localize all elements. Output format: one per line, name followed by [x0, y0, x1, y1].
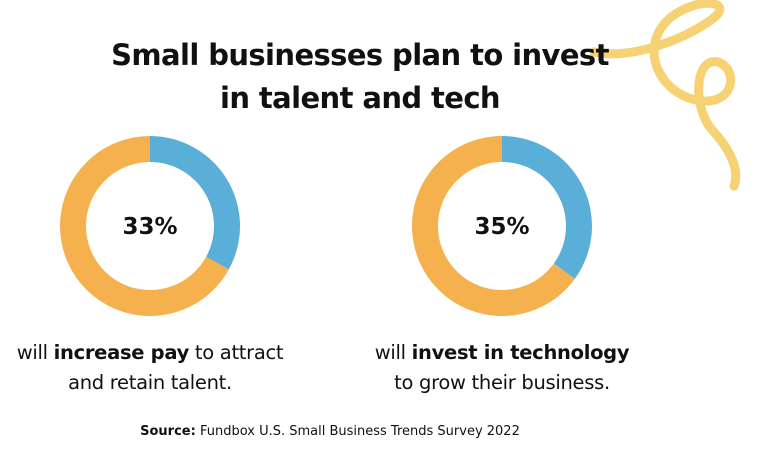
caption-line-2: to grow their business.: [394, 371, 610, 394]
donut-chart-pay: 33%: [60, 136, 240, 316]
decorative-swirl: [590, 0, 741, 191]
source-note: Source: Fundbox U.S. Small Business Tren…: [0, 424, 660, 439]
source-text: Fundbox U.S. Small Business Trends Surve…: [195, 424, 520, 439]
caption-line-1: will invest in technology: [352, 338, 652, 368]
caption-emphasis: invest in technology: [411, 341, 630, 364]
donut-chart-technology: 35%: [411, 136, 592, 316]
headline: Small businesses plan to invest in talen…: [40, 34, 680, 120]
caption-line-2: and retain talent.: [68, 371, 232, 394]
headline-line-1: Small businesses plan to invest: [111, 38, 609, 72]
caption-pay: will increase pay to attract and retain …: [0, 338, 300, 398]
donut-slice-share: [150, 136, 240, 270]
caption-technology: will invest in technology to grow their …: [352, 338, 652, 398]
caption-text: to attract: [189, 341, 284, 364]
donut-slice-share: [502, 136, 592, 279]
swirl-stroke: [590, 0, 741, 191]
caption-text: will: [374, 341, 412, 364]
caption-text: will: [16, 341, 54, 364]
donut-value-label: 33%: [122, 214, 177, 240]
source-label: Source:: [140, 424, 196, 439]
donut-value-label: 35%: [474, 214, 529, 240]
caption-emphasis: increase pay: [53, 341, 190, 364]
caption-line-1: will increase pay to attract: [0, 338, 300, 368]
headline-line-2: in talent and tech: [220, 81, 501, 115]
donut-slice-remainder: [411, 136, 575, 316]
donut-slice-remainder: [60, 136, 229, 316]
